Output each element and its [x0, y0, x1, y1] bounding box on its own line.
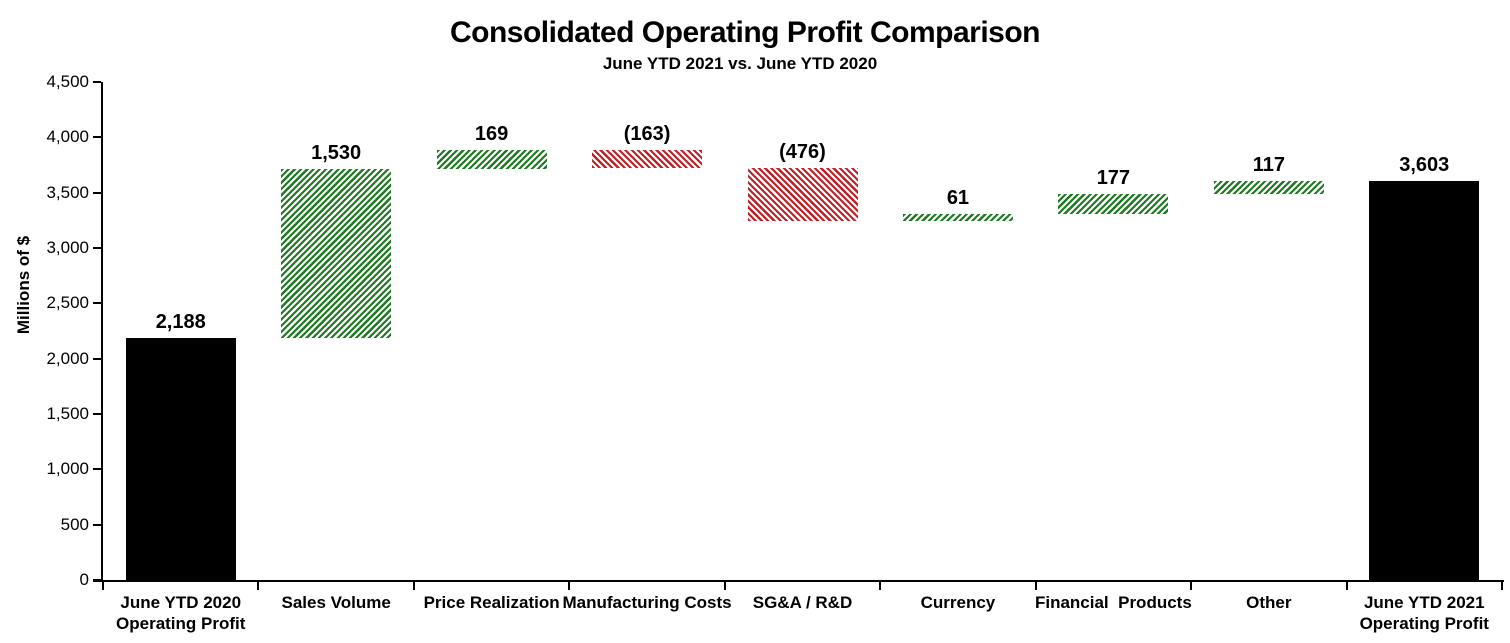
x-axis-tick — [412, 582, 415, 590]
waterfall-bar-5 — [747, 167, 858, 221]
bar-value-label: 169 — [474, 122, 509, 145]
y-axis-tick — [93, 81, 101, 83]
y-axis-tick — [93, 523, 101, 526]
y-axis-tick-label: 3,500 — [46, 182, 89, 202]
waterfall-bar-3 — [436, 149, 547, 169]
category-label: June YTD 2020 Operating Profit — [116, 593, 246, 633]
y-axis-tick — [93, 191, 101, 194]
x-axis-tick — [1034, 582, 1037, 590]
x-axis-tick — [1501, 582, 1503, 590]
bar-value-label: (476) — [779, 140, 826, 163]
category-label: Currency — [920, 593, 996, 612]
bar-value-label: 117 — [1252, 154, 1285, 177]
waterfall-bar-7 — [1058, 194, 1169, 214]
y-axis-tick-label: 500 — [60, 514, 89, 534]
y-axis-tick-label: 0 — [79, 570, 89, 589]
bar-value-label: (163) — [623, 122, 671, 145]
category-label: June YTD 2021 Operating Profit — [1359, 593, 1489, 633]
x-axis-tick — [879, 582, 882, 590]
y-axis-tick-label: 3,000 — [46, 238, 89, 257]
bar-value-label: 3,603 — [1399, 154, 1450, 177]
waterfall-bar-6 — [902, 213, 1013, 221]
waterfall-bar-9 — [1369, 181, 1480, 580]
y-axis-tick — [93, 136, 101, 139]
y-axis-tick-label: 1,500 — [46, 404, 89, 423]
plot-area: 0 500 1,000 1,500 2,000 2,500 3,000 3,500 4,000 4… — [46, 72, 1504, 633]
y-axis-line — [101, 82, 103, 582]
category-label: SG&A / R&D — [752, 593, 853, 612]
y-axis-tick-label: 1,000 — [46, 459, 89, 479]
y-axis-tick — [93, 302, 101, 305]
category-label: Price Realization — [423, 593, 560, 612]
y-axis-tick-label: 2,500 — [46, 293, 89, 313]
waterfall-bar-1 — [125, 337, 236, 580]
x-axis-tick — [568, 582, 571, 590]
bar-value-label: 61 — [946, 186, 970, 209]
category-label: Manufacturing Costs — [562, 593, 732, 612]
y-axis-tick-label: 2,000 — [46, 348, 89, 368]
x-axis-tick — [723, 582, 726, 590]
x-axis-tick — [102, 582, 104, 590]
waterfall-bar-2 — [281, 168, 392, 338]
chart-title: Consolidated Operating Profit Comparison — [449, 16, 1041, 49]
waterfall-bar-4 — [592, 149, 703, 168]
x-axis-line — [93, 580, 1504, 582]
category-label: Other — [1246, 593, 1292, 612]
y-axis-tick — [93, 579, 101, 581]
category-label: Sales Volume — [281, 593, 391, 612]
bar-value-label: 1,530 — [311, 141, 362, 164]
x-axis-tick — [257, 582, 260, 590]
y-axis-tick-label: 4,000 — [46, 127, 89, 147]
y-axis-tick — [93, 357, 101, 360]
y-axis-tick — [93, 468, 101, 471]
bar-value-label: 177 — [1096, 167, 1131, 190]
category-label: Financial Products — [1034, 593, 1192, 612]
x-axis-tick — [1345, 582, 1348, 590]
bar-value-label: 2,188 — [155, 310, 206, 333]
chart-subtitle: June YTD 2021 vs. June YTD 2020 — [602, 54, 878, 73]
y-axis-tick — [93, 413, 101, 415]
x-axis-tick — [1190, 582, 1193, 590]
y-axis-tick-label: 4,500 — [46, 72, 89, 91]
waterfall-bar-8 — [1213, 181, 1324, 195]
y-axis-tick — [93, 247, 101, 249]
